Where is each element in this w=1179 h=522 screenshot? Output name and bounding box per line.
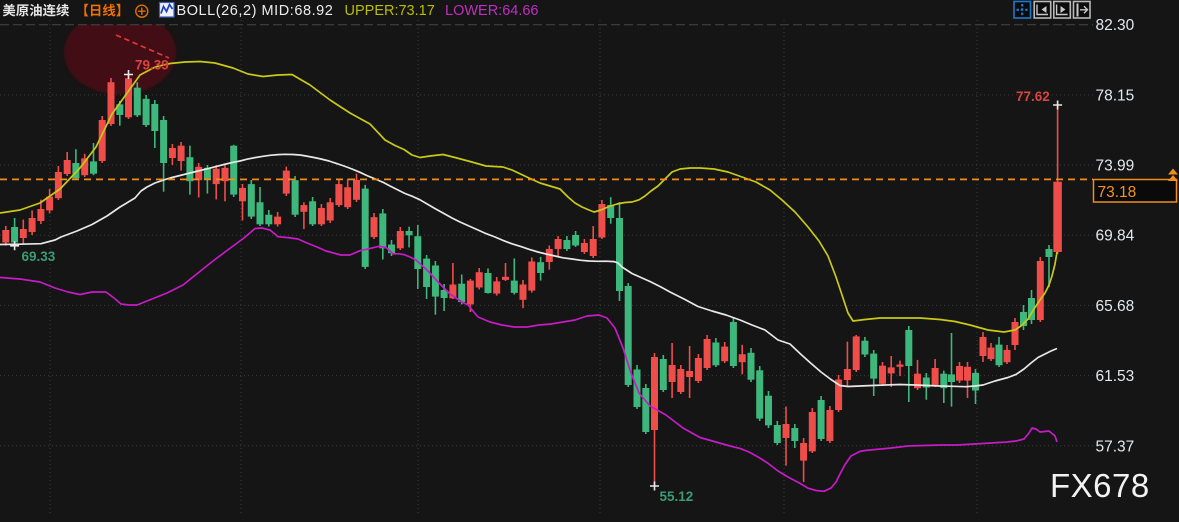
- svg-text:55.12: 55.12: [660, 489, 694, 504]
- svg-text:LOWER:64.66: LOWER:64.66: [445, 3, 539, 19]
- svg-text:78.15: 78.15: [1096, 87, 1135, 104]
- svg-text:UPPER:73.17: UPPER:73.17: [345, 3, 435, 19]
- svg-text:79.39: 79.39: [135, 58, 169, 73]
- svg-text:82.30: 82.30: [1096, 17, 1135, 34]
- svg-text:73.18: 73.18: [1098, 184, 1137, 201]
- svg-text:BOLL(26,2) MID:68.92: BOLL(26,2) MID:68.92: [177, 3, 334, 19]
- svg-text:73.99: 73.99: [1096, 158, 1135, 175]
- svg-text:FX678: FX678: [1050, 467, 1150, 504]
- svg-text:69.33: 69.33: [22, 249, 56, 264]
- svg-text:65.68: 65.68: [1096, 298, 1135, 315]
- svg-text:61.53: 61.53: [1096, 368, 1135, 385]
- svg-text:69.84: 69.84: [1096, 228, 1135, 245]
- svg-text:77.62: 77.62: [1016, 89, 1050, 104]
- svg-text:57.37: 57.37: [1096, 438, 1135, 455]
